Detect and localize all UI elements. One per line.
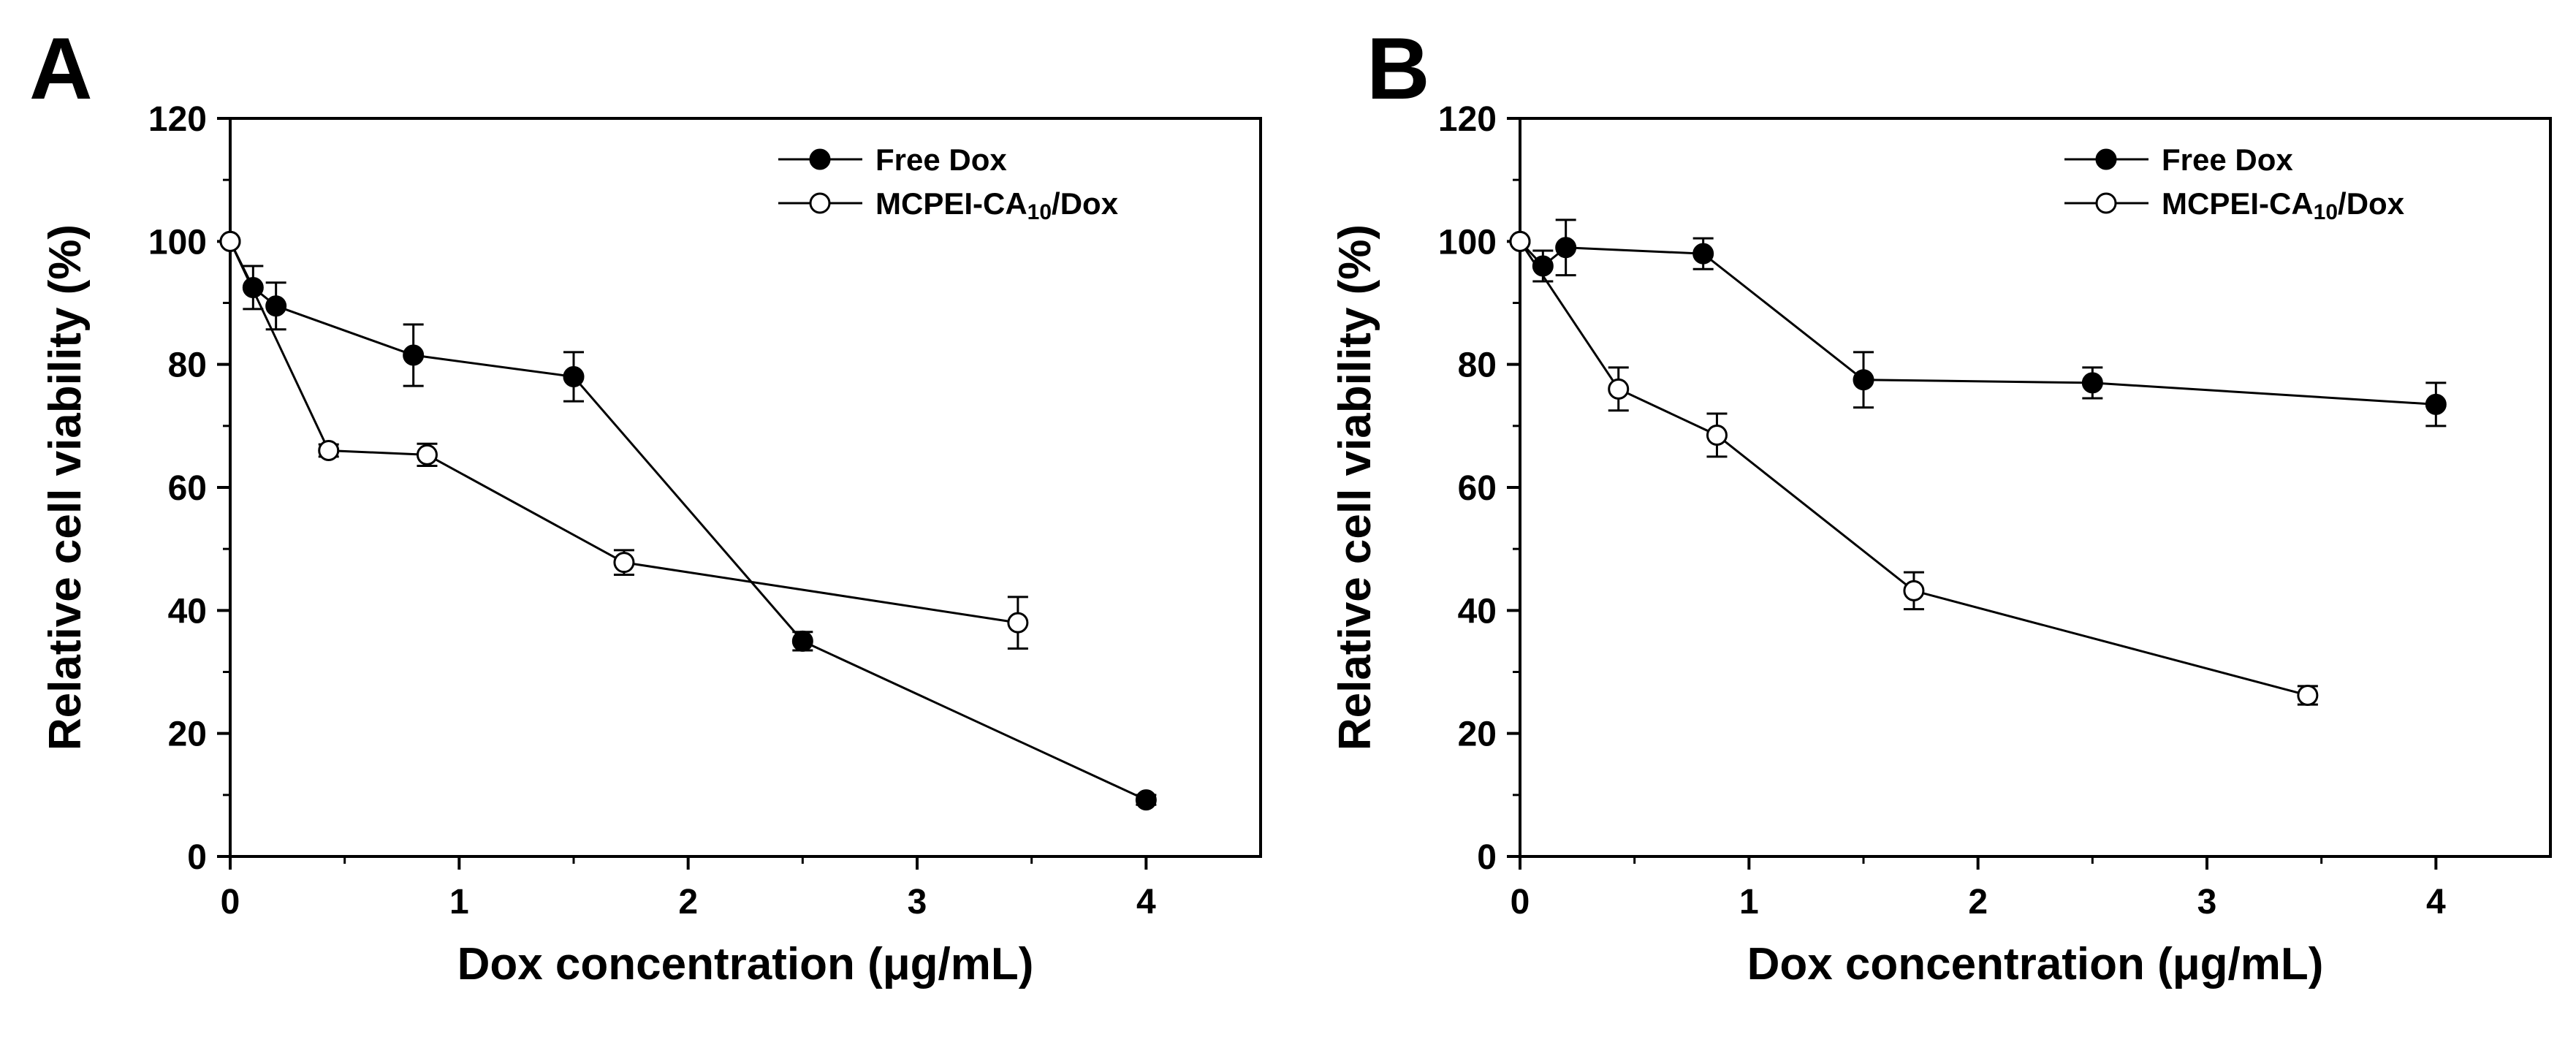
- x-tick-label: 2: [678, 883, 698, 922]
- y-tick-label: 120: [1438, 100, 1497, 139]
- data-point: [219, 230, 241, 252]
- data-point: [318, 440, 340, 461]
- data-point: [2081, 372, 2103, 394]
- x-tick-label: 4: [1136, 883, 1156, 922]
- legend-label-part: Free Dox: [2162, 142, 2293, 177]
- series-line: [229, 240, 1147, 801]
- legend-marker: [809, 148, 831, 170]
- legend-marker: [2095, 148, 2117, 170]
- x-tick-label: 0: [1511, 883, 1530, 922]
- y-tick-label: 60: [168, 469, 207, 508]
- panel-letter: A: [29, 20, 93, 118]
- plot-frame: [1519, 117, 2552, 858]
- data-point: [416, 444, 438, 466]
- y-tick-label: 80: [1458, 346, 1497, 385]
- data-point: [1903, 580, 1925, 601]
- y-tick-label: 20: [168, 715, 207, 754]
- legend-marker: [809, 192, 831, 214]
- y-tick-label: 0: [1477, 838, 1497, 877]
- y-tick-label: 100: [148, 223, 207, 262]
- data-point: [2425, 393, 2447, 415]
- data-point: [1692, 243, 1714, 265]
- x-tick-label: 0: [221, 883, 240, 922]
- legend-label-part: Free Dox: [875, 142, 1007, 177]
- data-point: [613, 552, 635, 574]
- legend-label: Free Dox: [875, 142, 1007, 177]
- legend-subscript: 10: [2314, 200, 2338, 224]
- data-point: [403, 344, 425, 366]
- series-free-dox: [219, 230, 1157, 811]
- legend-label-part: MCPEI-CA: [2162, 186, 2314, 221]
- legend-label-part: MCPEI-CA: [875, 186, 1027, 221]
- y-axis-title: Relative cell viability (%): [1330, 224, 1380, 750]
- data-point: [1135, 789, 1157, 811]
- y-axis-title: Relative cell viability (%): [40, 224, 91, 750]
- series-line: [1519, 240, 2309, 696]
- series-line: [1519, 240, 2436, 406]
- data-point: [1853, 369, 1874, 391]
- data-point: [1706, 424, 1728, 446]
- x-tick-label: 3: [2197, 883, 2217, 922]
- series-mcpei-ca10-dox: [1509, 230, 2319, 706]
- y-tick-label: 20: [1458, 715, 1497, 754]
- legend: Free Dox MCPEI-CA10/Dox: [2064, 142, 2405, 224]
- legend-label-part: /Dox: [2338, 186, 2405, 221]
- x-axis-title: Dox concentration (μg/mL): [1747, 939, 2324, 989]
- data-point: [1509, 230, 1531, 252]
- series-mcpei-ca10-dox: [219, 230, 1029, 650]
- data-point: [791, 630, 813, 652]
- data-point: [1608, 378, 1630, 400]
- plot-frame: [229, 117, 1262, 858]
- y-tick-label: 80: [168, 346, 207, 385]
- y-tick-label: 120: [148, 100, 207, 139]
- legend-marker: [2095, 192, 2117, 214]
- legend-subscript: 10: [1027, 200, 1052, 224]
- y-tick-label: 40: [168, 592, 207, 631]
- series-free-dox: [1509, 218, 2447, 428]
- x-tick-label: 1: [1739, 883, 1759, 922]
- x-tick-label: 2: [1968, 883, 1988, 922]
- y-tick-label: 100: [1438, 223, 1497, 262]
- x-tick-label: 4: [2426, 883, 2446, 922]
- x-axis-title: Dox concentration (μg/mL): [457, 939, 1034, 989]
- legend: Free Dox MCPEI-CA10/Dox: [778, 142, 1119, 224]
- y-tick-label: 60: [1458, 469, 1497, 508]
- data-point: [1555, 237, 1577, 259]
- data-point: [563, 366, 585, 387]
- x-tick-label: 1: [449, 883, 469, 922]
- y-tick-label: 40: [1458, 592, 1497, 631]
- y-tick-label: 0: [187, 838, 207, 877]
- panel-letter: B: [1367, 20, 1430, 118]
- legend-label-part: /Dox: [1052, 186, 1119, 221]
- legend-label: MCPEI-CA10/Dox: [875, 186, 1119, 224]
- data-point: [2297, 684, 2319, 706]
- x-tick-label: 3: [908, 883, 927, 922]
- legend-label: MCPEI-CA10/Dox: [2162, 186, 2405, 224]
- data-point: [1007, 612, 1029, 634]
- legend-label: Free Dox: [2162, 142, 2293, 177]
- data-point: [265, 295, 287, 317]
